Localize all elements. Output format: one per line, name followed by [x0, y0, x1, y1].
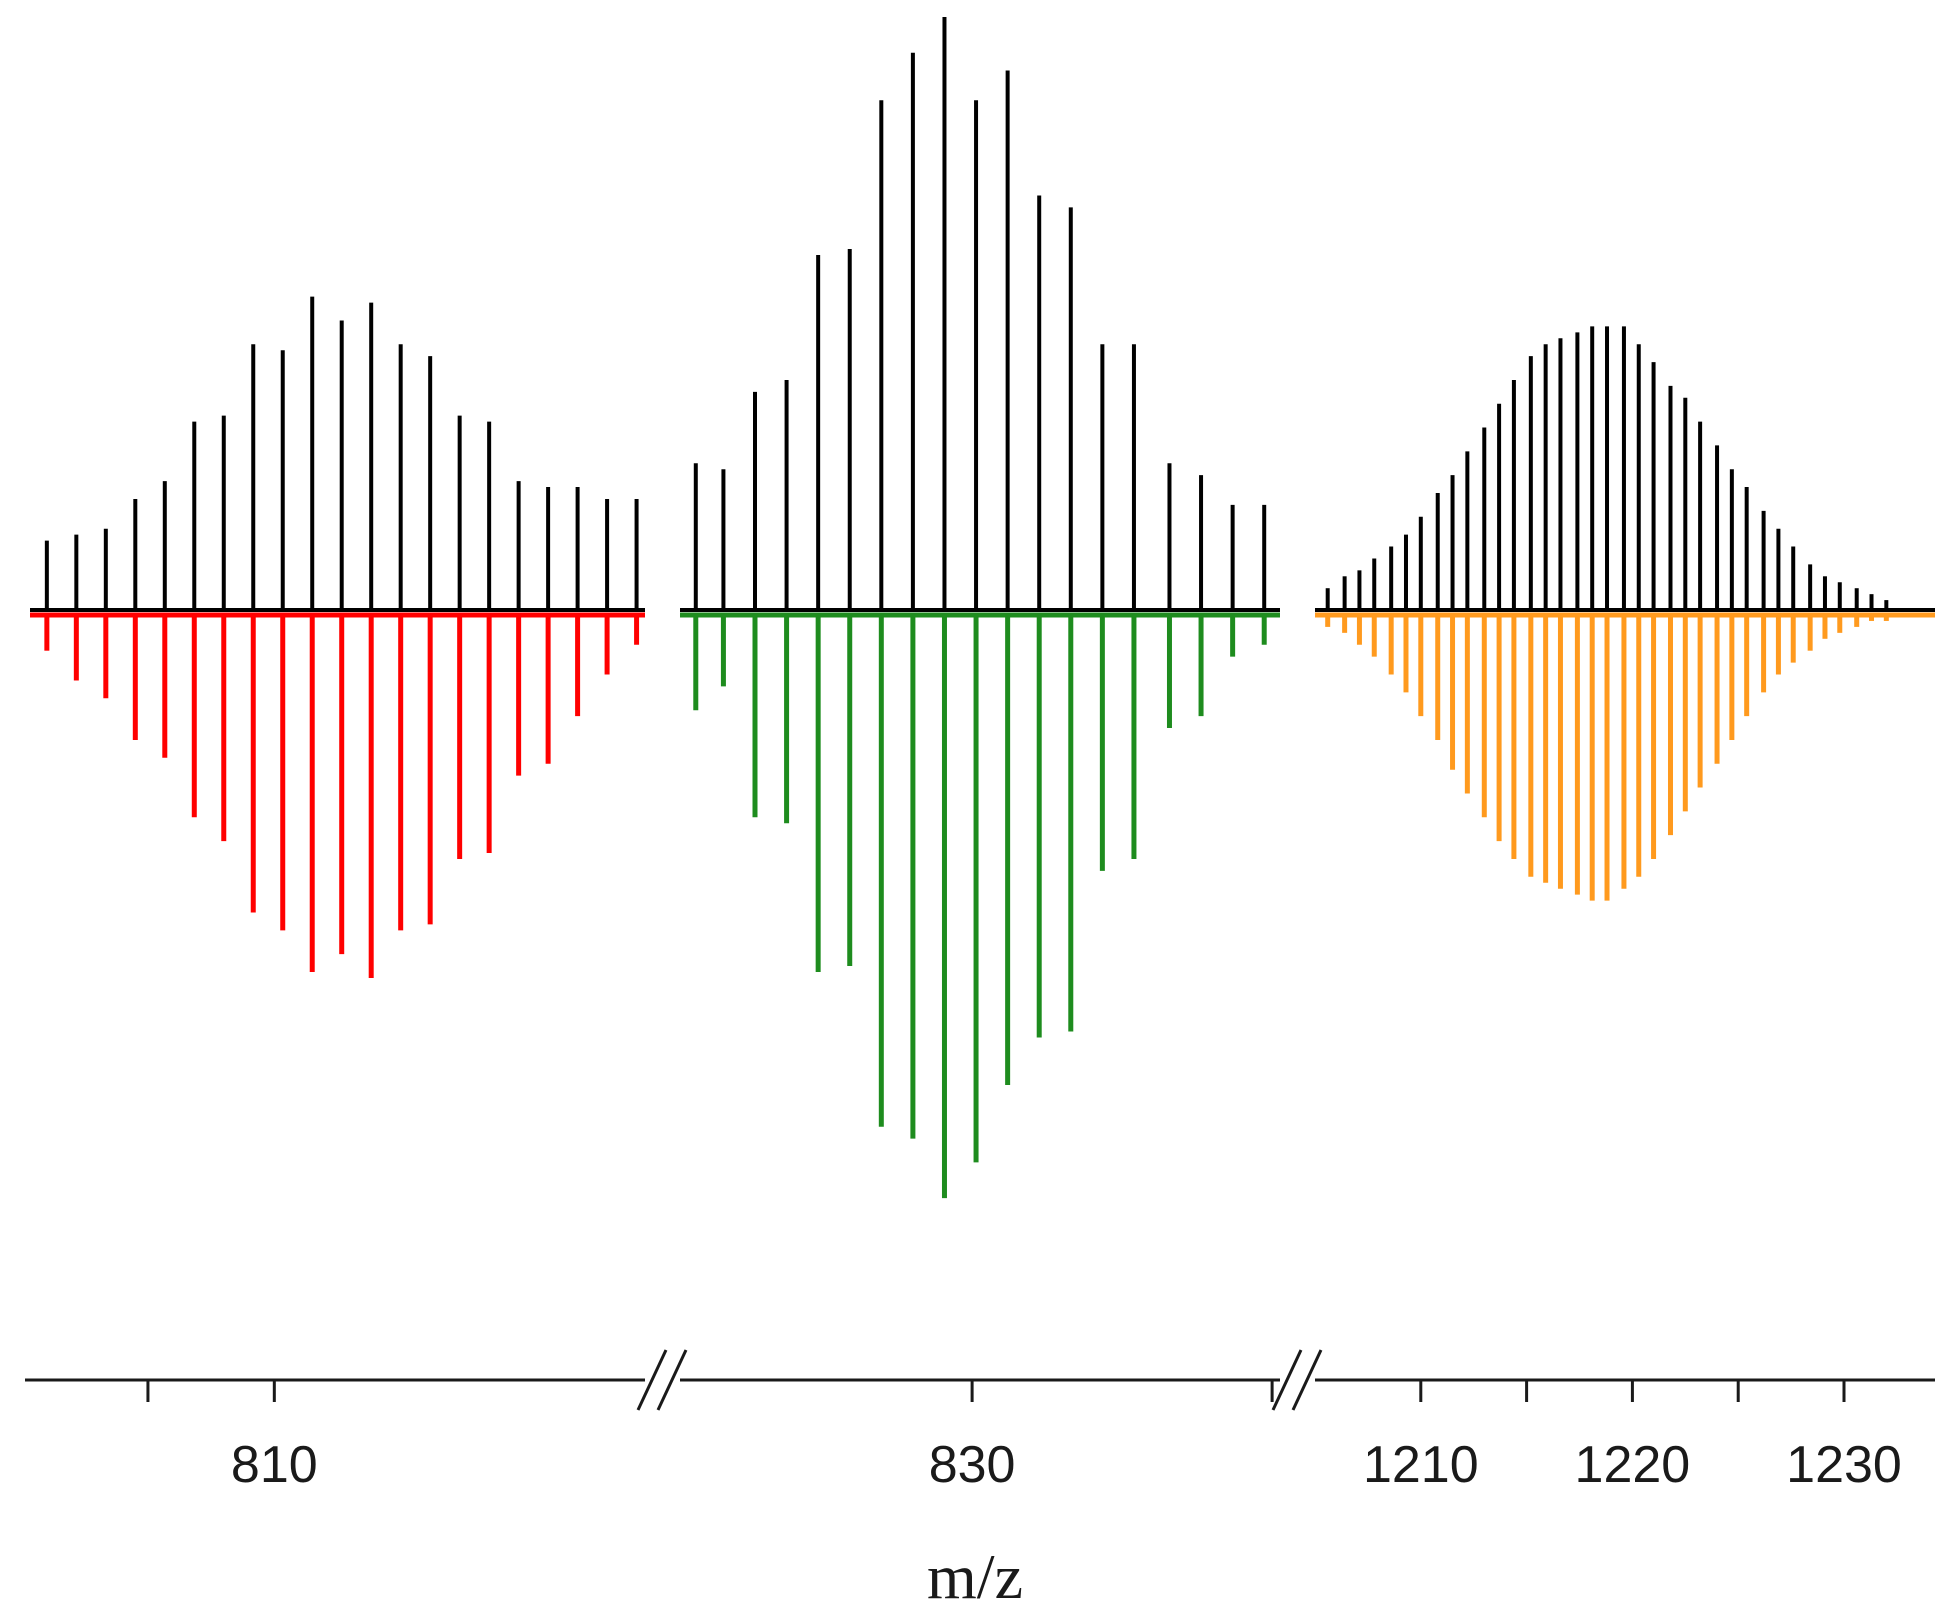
x-axis-title: m/z — [927, 1541, 1023, 1612]
x-axis: 810 830 1210 1220 1230 — [25, 1349, 1935, 1494]
axis-break-mark — [1271, 1349, 1303, 1411]
x-tick-label: 1210 — [1363, 1436, 1479, 1494]
spectrum-panel-2 — [680, 17, 1280, 1199]
spectrum-panel-1 — [30, 296, 645, 978]
x-tick-label: 1230 — [1786, 1436, 1902, 1494]
axis-break-mark — [1291, 1349, 1323, 1411]
x-tick-label: 810 — [231, 1436, 318, 1494]
axis-break-mark — [656, 1349, 688, 1411]
x-tick-label: 1220 — [1575, 1436, 1691, 1494]
spectra-layer — [30, 17, 1935, 1199]
x-tick-label: 830 — [929, 1436, 1016, 1494]
spectrum-panel-3 — [1315, 326, 1935, 901]
axis-break-mark — [636, 1349, 668, 1411]
